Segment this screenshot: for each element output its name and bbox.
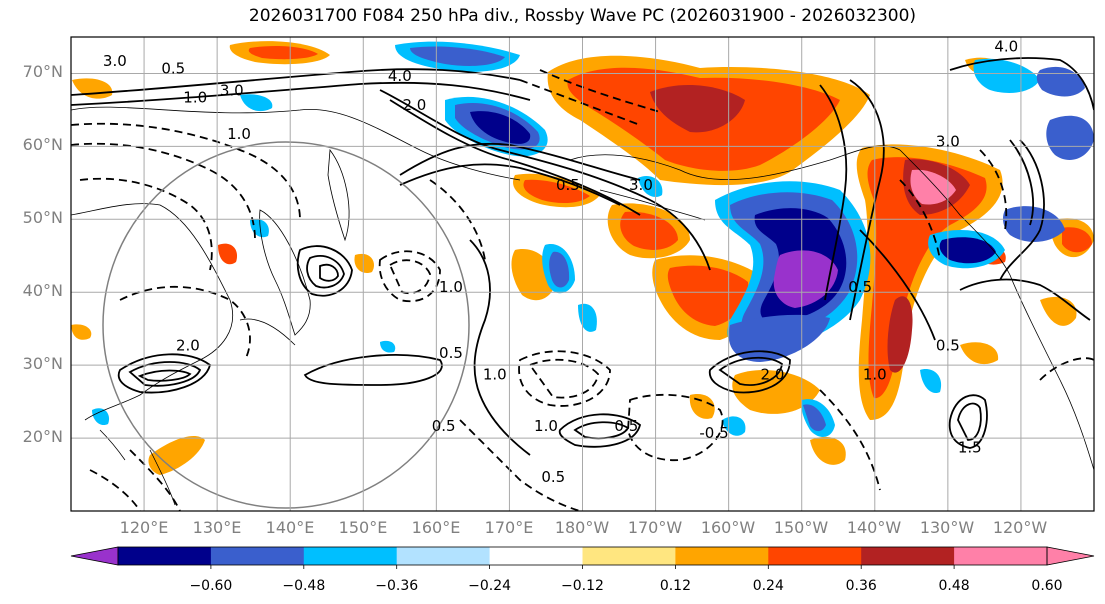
contour-label: 4.0 (994, 38, 1018, 56)
lat-label-40n: 40°N (23, 281, 63, 300)
cb-tick-label: −0.60 (189, 578, 232, 594)
contour-label: 0.5 (848, 278, 872, 296)
cb-tick-label: 0.60 (1031, 578, 1062, 594)
lon-label-140e: 140°E (266, 518, 315, 537)
lon-label-180w: 180°W (555, 518, 610, 537)
cb-tick-label: 0.36 (846, 578, 877, 594)
contour-label: 1.5 (958, 439, 982, 457)
contour-label: 1.0 (534, 417, 558, 435)
lat-label-50n: 50°N (23, 208, 63, 227)
contour-label: 2.0 (761, 366, 785, 384)
negative-contour-lines (71, 69, 1094, 511)
lon-label-170w: 170°W (628, 518, 683, 537)
contour-label: 0.5 (556, 176, 580, 194)
lat-label-30n: 30°N (23, 354, 63, 373)
plot-title: 2026031700 F084 250 hPa div., Rossby Wav… (248, 6, 917, 26)
cb-tick-label: −0.24 (468, 578, 511, 594)
colorbar-segment (861, 547, 955, 565)
graticule (71, 37, 1094, 511)
contour-label: 4.0 (388, 67, 412, 85)
lon-label-150w: 150°W (774, 518, 829, 537)
contour-label: 1.0 (227, 125, 251, 143)
divergence-shading (71, 41, 1094, 475)
colorbar-segment (768, 547, 862, 565)
reference-circle (102, 141, 470, 509)
contour-label: 3.0 (629, 176, 653, 194)
colorbar-max-extension (1046, 546, 1095, 566)
contour-lines (71, 57, 1094, 456)
contour-label: 3.0 (220, 81, 244, 99)
colorbar-segment (489, 547, 583, 565)
contour-label: 3.0 (103, 52, 127, 70)
latitude-axis: 70°N 60°N 50°N 40°N 30°N 20°N (23, 62, 63, 446)
lon-label-160w: 160°W (701, 518, 756, 537)
cb-tick-label: 0.12 (660, 578, 691, 594)
colorbar-segment (118, 547, 212, 565)
lon-label-120e: 120°E (120, 518, 169, 537)
colorbar-segment (303, 547, 398, 565)
lon-label-130e: 130°E (193, 518, 242, 537)
longitude-axis: 120°E 130°E 140°E 150°E 160°E 170°E 180°… (120, 518, 1048, 537)
cb-tick-label: 0.24 (753, 578, 784, 594)
lon-label-150e: 150°E (339, 518, 388, 537)
lat-label-20n: 20°N (23, 427, 63, 446)
colorbar-segment (675, 547, 769, 565)
colorbar-segment (210, 547, 305, 565)
cb-tick-label: −0.12 (561, 578, 604, 594)
contour-label: 3.0 (936, 132, 960, 150)
lon-label-130w: 130°W (920, 518, 975, 537)
lon-label-120w: 120°W (993, 518, 1048, 537)
contour-label: 0.5 (541, 468, 565, 486)
colorbar (70, 546, 1095, 569)
colorbar-segment (954, 547, 1048, 565)
map-frame (70, 36, 1095, 512)
contour-label: 0.5 (161, 59, 185, 77)
negative-divergence-regions (92, 41, 1094, 437)
contour-label: 0.5 (439, 344, 463, 362)
lat-label-70n: 70°N (23, 62, 63, 81)
contour-label: 1.0 (183, 89, 207, 107)
colorbar-segment (396, 547, 491, 565)
lon-label-160e: 160°E (412, 518, 461, 537)
lon-label-140w: 140°W (847, 518, 902, 537)
lat-label-60n: 60°N (23, 135, 63, 154)
colorbar-tick-labels: −0.60 −0.48 −0.36 −0.24 −0.12 0.12 0.24 … (189, 578, 1062, 594)
contour-label: 1.0 (483, 366, 507, 384)
contour-label: -0.5 (699, 424, 728, 442)
contour-label-layer: 3.0 0.5 3.0 1.0 4.0 2.0 1.0 2.0 0.5 1.0 1.0 0.5 1.0 0… (103, 38, 1018, 486)
contour-label: 0.5 (936, 337, 960, 355)
cb-tick-label: −0.48 (282, 578, 325, 594)
contour-label: 2.0 (403, 96, 427, 114)
cb-tick-label: −0.36 (375, 578, 418, 594)
contour-label: 1.0 (439, 278, 463, 296)
lon-label-170e: 170°E (485, 518, 534, 537)
positive-divergence-regions (71, 41, 1094, 475)
contour-label: 0.5 (432, 417, 456, 435)
cb-tick-label: 0.48 (939, 578, 970, 594)
colorbar-min-extension (70, 546, 119, 566)
contour-label: 0.5 (614, 417, 638, 435)
contour-label: 1.0 (863, 366, 887, 384)
contour-label: 2.0 (176, 337, 200, 355)
colorbar-segment (582, 547, 676, 565)
